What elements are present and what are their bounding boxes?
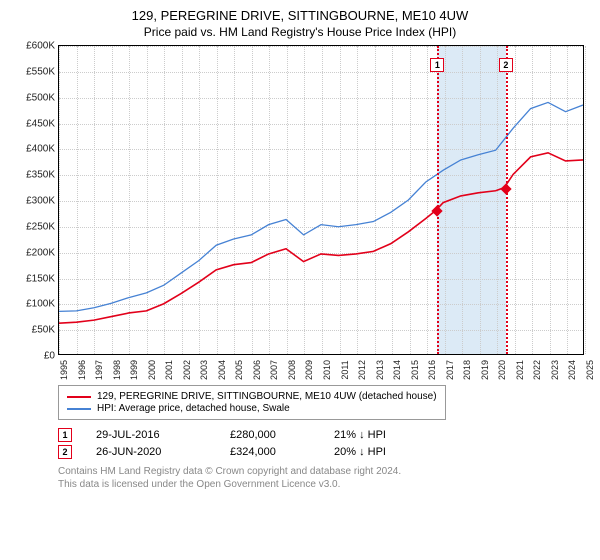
chart-subtitle: Price paid vs. HM Land Registry's House … xyxy=(16,25,584,39)
sales-date: 29-JUL-2016 xyxy=(96,429,206,441)
legend-label: HPI: Average price, detached house, Swal… xyxy=(97,403,290,414)
series-line xyxy=(59,102,583,311)
x-tick-label: 2023 xyxy=(550,360,560,380)
sales-date: 26-JUN-2020 xyxy=(96,446,206,458)
x-tick-label: 2019 xyxy=(480,360,490,380)
x-tick-label: 2024 xyxy=(567,360,577,380)
legend-row: HPI: Average price, detached house, Swal… xyxy=(67,403,437,414)
y-tick-label: £200K xyxy=(17,247,55,258)
x-tick-label: 2012 xyxy=(357,360,367,380)
x-tick-label: 2001 xyxy=(164,360,174,380)
plot-area: £0£50K£100K£150K£200K£250K£300K£350K£400… xyxy=(58,45,584,355)
legend-row: 129, PEREGRINE DRIVE, SITTINGBOURNE, ME1… xyxy=(67,391,437,402)
series-line xyxy=(59,153,583,323)
x-tick-label: 2020 xyxy=(497,360,507,380)
y-tick-label: £450K xyxy=(17,118,55,129)
x-tick-label: 2018 xyxy=(462,360,472,380)
sales-row: 2 26-JUN-2020 £324,000 20% ↓ HPI xyxy=(58,445,584,459)
y-tick-label: £600K xyxy=(17,41,55,52)
x-tick-label: 2005 xyxy=(234,360,244,380)
attribution-line: This data is licensed under the Open Gov… xyxy=(58,478,584,491)
attribution-line: Contains HM Land Registry data © Crown c… xyxy=(58,465,584,478)
x-tick-label: 2004 xyxy=(217,360,227,380)
x-tick-label: 1999 xyxy=(129,360,139,380)
x-tick-label: 2011 xyxy=(340,360,350,379)
x-tick-label: 2017 xyxy=(445,360,455,380)
legend: 129, PEREGRINE DRIVE, SITTINGBOURNE, ME1… xyxy=(58,385,446,420)
grid-v xyxy=(585,46,586,354)
y-tick-label: £50K xyxy=(17,325,55,336)
event-line xyxy=(506,46,508,354)
sales-price: £324,000 xyxy=(230,446,310,458)
x-tick-label: 2010 xyxy=(322,360,332,380)
x-tick-label: 2015 xyxy=(410,360,420,380)
x-tick-label: 2009 xyxy=(304,360,314,380)
x-tick-label: 2021 xyxy=(515,360,525,380)
x-tick-label: 2008 xyxy=(287,360,297,380)
event-marker-box: 1 xyxy=(430,58,444,72)
sales-delta: 21% ↓ HPI xyxy=(334,429,424,441)
y-tick-label: £350K xyxy=(17,170,55,181)
x-tick-label: 2007 xyxy=(269,360,279,380)
x-tick-label: 2014 xyxy=(392,360,402,380)
x-tick-label: 2016 xyxy=(427,360,437,380)
sales-marker: 1 xyxy=(58,428,72,442)
y-tick-label: £400K xyxy=(17,144,55,155)
y-tick-label: £250K xyxy=(17,221,55,232)
sales-row: 1 29-JUL-2016 £280,000 21% ↓ HPI xyxy=(58,428,584,442)
legend-swatch xyxy=(67,396,91,398)
line-canvas xyxy=(59,46,583,354)
x-tick-label: 2022 xyxy=(532,360,542,380)
y-tick-label: £550K xyxy=(17,66,55,77)
sales-delta: 20% ↓ HPI xyxy=(334,446,424,458)
x-tick-label: 2006 xyxy=(252,360,262,380)
x-tick-label: 2025 xyxy=(585,360,595,380)
x-tick-label: 1995 xyxy=(59,360,69,380)
x-tick-label: 1997 xyxy=(94,360,104,380)
x-tick-label: 1996 xyxy=(77,360,87,380)
event-marker-box: 2 xyxy=(499,58,513,72)
event-line xyxy=(437,46,439,354)
y-tick-label: £500K xyxy=(17,92,55,103)
legend-swatch xyxy=(67,408,91,410)
x-tick-label: 2002 xyxy=(182,360,192,380)
sales-marker: 2 xyxy=(58,445,72,459)
y-tick-label: £100K xyxy=(17,299,55,310)
attribution: Contains HM Land Registry data © Crown c… xyxy=(58,465,584,491)
sales-table: 1 29-JUL-2016 £280,000 21% ↓ HPI 2 26-JUN-202… xyxy=(58,428,584,459)
x-tick-label: 2003 xyxy=(199,360,209,380)
y-tick-label: £0 xyxy=(17,351,55,362)
y-tick-label: £150K xyxy=(17,273,55,284)
legend-label: 129, PEREGRINE DRIVE, SITTINGBOURNE, ME1… xyxy=(97,391,437,402)
x-tick-label: 2000 xyxy=(147,360,157,380)
chart-title: 129, PEREGRINE DRIVE, SITTINGBOURNE, ME1… xyxy=(16,8,584,23)
x-tick-label: 2013 xyxy=(375,360,385,380)
y-tick-label: £300K xyxy=(17,196,55,207)
sales-price: £280,000 xyxy=(230,429,310,441)
x-tick-label: 1998 xyxy=(112,360,122,380)
